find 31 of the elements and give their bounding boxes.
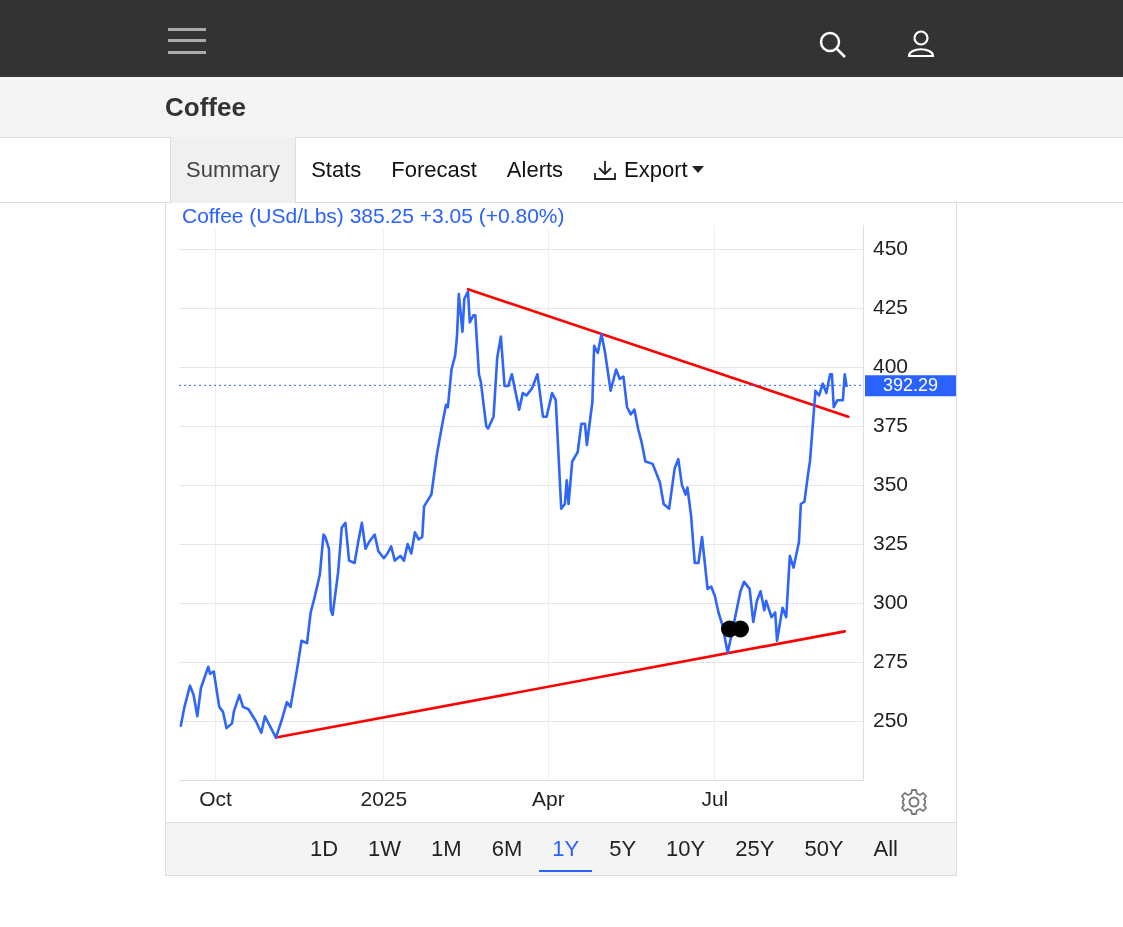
- x-tick-label: Oct: [199, 787, 233, 811]
- text: 10Y: [665, 835, 707, 863]
- x-tick-label: 2025: [360, 787, 408, 811]
- text: 1W: [367, 835, 403, 863]
- text: All: [872, 835, 899, 863]
- y-tick-label: 425: [873, 294, 909, 318]
- y-tick-label: 450: [873, 235, 909, 259]
- ref-line-label: 392.29: [882, 375, 939, 396]
- x-tick-label: Jul: [701, 787, 729, 811]
- y-tick-label: 400: [873, 353, 909, 377]
- y-tick-label: 375: [873, 412, 909, 436]
- y-tick-label: 250: [873, 707, 909, 731]
- chart-subtitle: Coffee (USd/Lbs) 385.25 +3.05 (+0.80%): [182, 204, 571, 230]
- x-tick-label: Apr: [532, 787, 565, 811]
- text: Stats: [311, 157, 362, 183]
- text: 50Y: [803, 835, 845, 863]
- chart-title: Coffee: [165, 92, 246, 123]
- y-tick-label: 350: [873, 471, 909, 495]
- y-tick-label: 300: [873, 589, 909, 613]
- text: 25Y: [734, 835, 776, 863]
- y-tick-label: 325: [873, 530, 909, 554]
- y-tick-label: 275: [873, 648, 909, 672]
- text: Forecast: [391, 157, 477, 183]
- text: 1M: [430, 835, 463, 863]
- text: Alerts: [506, 157, 564, 183]
- text: 6M: [490, 835, 524, 863]
- text: Export: [624, 157, 688, 183]
- text: Summary: [186, 157, 281, 183]
- text: 5Y: [608, 835, 638, 863]
- text: 1Y: [539, 826, 593, 872]
- text: 1D: [309, 835, 340, 863]
